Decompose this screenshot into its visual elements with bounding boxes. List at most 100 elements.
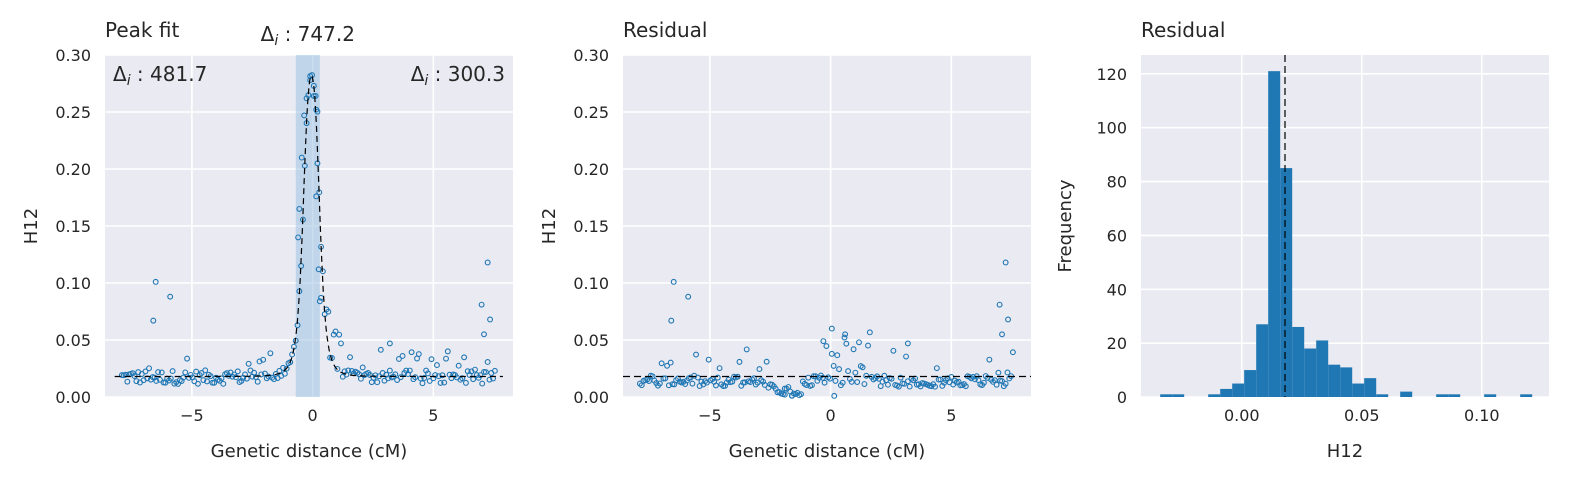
data-point — [472, 366, 478, 373]
data-point — [265, 373, 272, 380]
data-point — [819, 374, 826, 381]
data-point — [408, 349, 415, 356]
data-point — [152, 278, 159, 285]
y-tick-label: 0.00 — [573, 388, 609, 407]
data-point — [962, 383, 969, 390]
data-point — [315, 266, 322, 273]
data-point — [439, 372, 446, 379]
histogram-bar — [1376, 394, 1389, 397]
data-point — [820, 338, 827, 345]
data-point — [415, 351, 422, 357]
data-point — [743, 346, 750, 353]
y-tick-label: 0.30 — [55, 46, 91, 65]
data-point — [828, 350, 835, 357]
data-point — [367, 372, 373, 378]
data-point — [729, 378, 736, 385]
data-point — [332, 328, 339, 335]
histogram-bar — [1160, 394, 1173, 397]
histogram-bar — [1340, 367, 1353, 397]
data-point — [182, 369, 189, 376]
y-tick-label: 0.25 — [55, 103, 91, 122]
data-point — [155, 369, 162, 375]
data-point — [254, 378, 261, 385]
data-point — [821, 379, 828, 386]
data-point — [428, 356, 435, 363]
data-point — [484, 259, 491, 266]
data-point — [789, 392, 795, 399]
data-point — [200, 377, 207, 384]
y-tick-label: 0.20 — [573, 160, 609, 179]
data-point — [906, 383, 913, 390]
histogram-bar — [1292, 326, 1305, 397]
data-point — [295, 234, 302, 241]
data-point — [933, 365, 940, 372]
data-point — [491, 367, 498, 374]
data-point — [670, 278, 677, 285]
data-point — [839, 379, 846, 386]
x-axis-label: Genetic distance (cM) — [211, 441, 408, 462]
data-point — [374, 379, 381, 386]
data-point — [980, 379, 987, 386]
x-tick-label: 0 — [308, 406, 318, 425]
data-point — [150, 317, 157, 324]
histogram-bar — [1520, 394, 1533, 397]
data-point — [781, 391, 788, 398]
data-point — [444, 348, 451, 355]
data-point — [665, 382, 672, 389]
data-point — [658, 360, 665, 367]
data-point — [167, 293, 174, 300]
y-tick-label: 80 — [1107, 173, 1127, 192]
data-point — [986, 356, 993, 363]
data-point — [866, 329, 873, 336]
data-point — [313, 106, 320, 113]
data-point — [347, 354, 353, 361]
data-point — [828, 325, 835, 332]
data-point — [685, 293, 692, 300]
data-point — [281, 370, 288, 377]
histogram-bar — [1244, 370, 1257, 397]
y-tick-label: 20 — [1107, 334, 1127, 353]
histogram-bar — [1352, 383, 1365, 397]
x-tick-label: 0.00 — [1224, 406, 1260, 425]
data-point — [993, 381, 1000, 388]
histogram-bar — [1304, 348, 1317, 397]
data-point — [1002, 380, 1009, 387]
data-point — [437, 379, 444, 386]
data-point — [202, 367, 209, 374]
data-point — [220, 380, 227, 387]
data-point — [656, 380, 663, 387]
data-point — [298, 154, 305, 161]
x-axis-label: Genetic distance (cM) — [729, 441, 926, 462]
data-point — [372, 372, 379, 379]
data-point — [459, 375, 466, 382]
data-point — [461, 354, 468, 361]
data-point — [832, 377, 839, 384]
x-tick-label: 0 — [826, 406, 836, 425]
y-tick-label: 120 — [1096, 65, 1127, 84]
data-point — [424, 370, 431, 377]
data-point — [258, 371, 265, 378]
data-point — [462, 379, 469, 386]
data-point — [856, 339, 862, 346]
data-point — [705, 356, 712, 363]
data-point — [397, 374, 404, 381]
y-tick-label: 60 — [1107, 226, 1127, 245]
data-point — [712, 382, 719, 389]
data-point — [667, 359, 674, 366]
data-point — [421, 375, 428, 381]
peak-window-band — [295, 55, 320, 397]
x-tick-label: 5 — [428, 406, 438, 425]
delta-annotation: Δi : 481.7 — [113, 62, 207, 89]
y-tick-label: 0.10 — [55, 274, 91, 293]
y-tick-label: 100 — [1096, 119, 1127, 138]
data-point — [180, 374, 187, 381]
data-point — [662, 375, 669, 382]
data-point — [484, 359, 491, 365]
data-point — [218, 375, 225, 382]
data-point — [482, 369, 489, 376]
delta-annotation: Δi : 747.2 — [261, 22, 355, 49]
fit-curve — [114, 74, 503, 378]
data-point — [646, 378, 652, 384]
data-point — [736, 358, 743, 365]
data-point — [303, 95, 310, 102]
